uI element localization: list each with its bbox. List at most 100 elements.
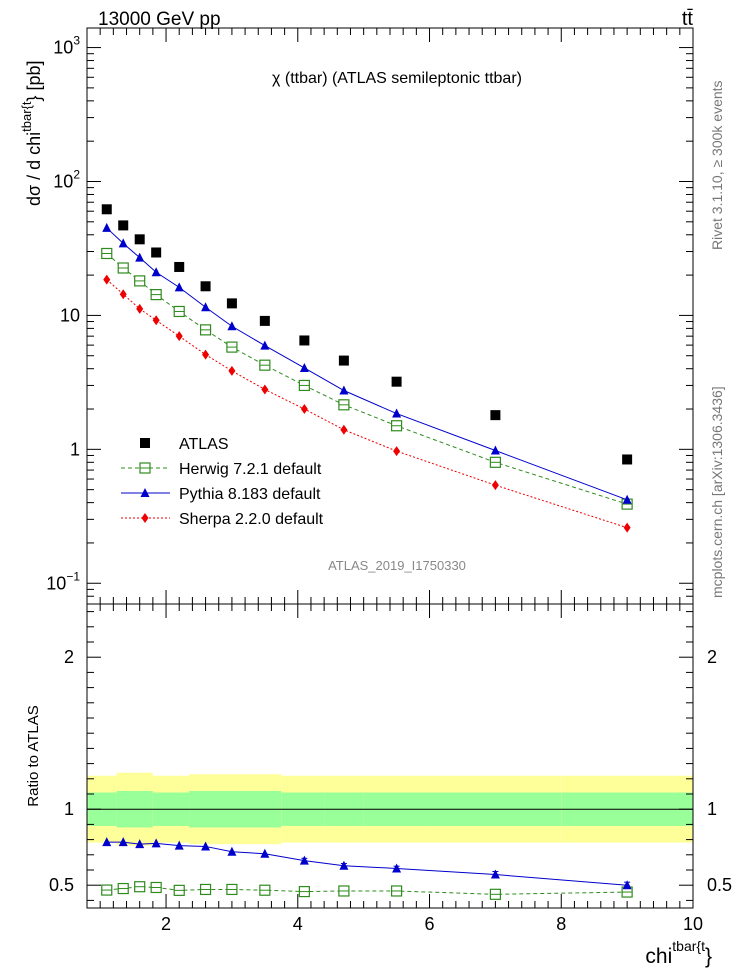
ratio-point-herwig: [489, 888, 501, 900]
point-data: [622, 454, 633, 465]
x-tick-label: 6: [425, 914, 435, 934]
point-sherpa: [261, 384, 269, 395]
ratio-y-tick-label-left: 2: [64, 647, 74, 667]
legend-label-data: ATLAS: [179, 436, 229, 453]
point-pythia: [151, 267, 161, 277]
point-sherpa: [340, 424, 348, 435]
point-pythia: [135, 252, 145, 262]
point-herwig: [298, 379, 310, 392]
point-data: [151, 247, 162, 258]
ratio-point-pythia: [174, 840, 184, 850]
point-sherpa: [103, 274, 111, 285]
point-sherpa: [175, 331, 183, 342]
point-sherpa: [152, 315, 160, 326]
ratio-point-herwig: [117, 882, 129, 895]
point-pythia: [392, 408, 402, 418]
point-herwig: [134, 275, 146, 287]
point-herwig: [101, 247, 113, 260]
point-data: [200, 281, 211, 292]
main-axis-ticks: [87, 28, 694, 605]
point-pythia: [174, 282, 184, 292]
y-tick-label: 10: [60, 305, 80, 325]
ratio-point-pythia: [135, 839, 145, 849]
ratio-line-pythia: [106, 841, 628, 886]
y-tick-label-exp: 3: [73, 34, 80, 48]
ratio-frame: [86, 603, 694, 909]
point-data: [299, 335, 310, 346]
ratio-point-pythia: [201, 841, 211, 851]
ratio-y-tick-label-right: 1: [707, 799, 717, 819]
x-tick-label: 10: [683, 914, 703, 934]
x-axis-label: chitbar{t}: [645, 938, 712, 968]
point-sherpa: [136, 303, 144, 314]
point-pythia: [102, 222, 112, 232]
y-tick-label-base: 10: [53, 171, 73, 191]
point-sherpa: [393, 446, 401, 457]
series-herwig: [101, 247, 633, 510]
ratio-point-pythia: [622, 880, 632, 890]
series-data: [101, 204, 633, 465]
ratio-panel: 0.5 0.5 1 1 2 2 2 4 6 8 10 Ratio to ATLAS chitbar{…: [25, 603, 732, 968]
point-sherpa: [119, 289, 127, 300]
ratio-y-tick-label-left: 1: [64, 799, 74, 819]
main-y-axis-label-sup: tbar{t: [19, 101, 34, 132]
legend-marker-sherpa: [141, 513, 149, 523]
point-pythia: [339, 385, 349, 395]
point-pythia: [490, 445, 500, 455]
point-pythia: [118, 238, 128, 248]
point-sherpa: [300, 404, 308, 415]
point-herwig: [390, 420, 403, 432]
ratio-point-pythia: [299, 855, 309, 865]
y-tick-label: 10−1: [46, 569, 80, 593]
ratio-point-pythia: [260, 848, 270, 858]
ratio-y-tick-label-left: 0.5: [49, 875, 74, 895]
point-data: [338, 355, 349, 366]
point-herwig: [489, 456, 501, 468]
ratio-series: [101, 837, 633, 900]
y-tick-label: 102: [53, 167, 80, 191]
legend-label-pythia: Pythia 8.183 default: [179, 486, 321, 503]
y-tick-label: 103: [53, 34, 80, 58]
ratio-point-pythia: [227, 846, 237, 856]
main-y-axis-label-base: dσ / d chi: [24, 132, 44, 206]
ratio-series-herwig: [101, 881, 633, 900]
point-data: [101, 204, 112, 215]
x-axis-label-tail: }: [705, 945, 712, 968]
x-axis-label-base: chi: [645, 945, 672, 968]
rivet-version-label: Rivet 3.1.10, ≥ 300k events: [709, 80, 725, 250]
series-pythia: [102, 222, 632, 504]
x-tick-label: 8: [556, 914, 566, 934]
ratio-point-herwig: [199, 883, 212, 896]
ratio-point-pythia: [490, 869, 500, 879]
point-herwig: [199, 324, 212, 336]
ratio-point-herwig: [338, 885, 350, 897]
y-tick-label-exp: −1: [66, 569, 80, 583]
ratio-point-herwig: [390, 885, 403, 897]
point-herwig: [173, 305, 185, 318]
ratio-point-herwig: [134, 881, 146, 893]
point-pythia: [260, 340, 270, 350]
ratio-series-pythia: [102, 837, 632, 890]
point-pythia: [622, 494, 632, 504]
ratio-point-herwig: [259, 884, 271, 896]
analysis-watermark: ATLAS_2019_I1750330: [328, 558, 466, 573]
point-data: [391, 376, 402, 387]
point-data: [118, 220, 129, 231]
ratio-point-herwig: [173, 884, 185, 896]
main-series: [101, 204, 633, 533]
main-y-axis-label: dσ / d chitbar{t} [pb]: [19, 60, 44, 206]
legend-marker-pythia: [140, 488, 150, 497]
series-sherpa: [103, 274, 631, 533]
legend-label-herwig: Herwig 7.2.1 default: [179, 461, 322, 478]
point-herwig: [117, 262, 129, 274]
ratio-y-tick-label-right: 0.5: [707, 875, 732, 895]
x-tick-label: 4: [293, 914, 303, 934]
point-sherpa: [202, 349, 210, 360]
ratio-point-pythia: [118, 837, 128, 847]
legend-label-sherpa: Sherpa 2.2.0 default: [179, 511, 324, 528]
point-data: [226, 298, 237, 309]
plot-title: χ (ttbar) (ATLAS semileptonic ttbar): [272, 70, 522, 87]
